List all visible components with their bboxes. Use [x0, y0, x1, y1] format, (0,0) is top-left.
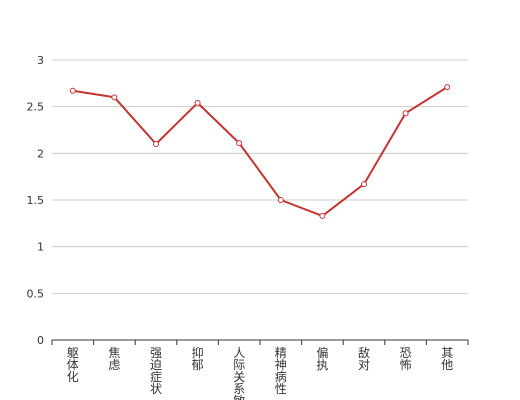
x-axis: 躯体化 焦虑 强迫症状 抑郁 人际关系敏感 精神病性 偏执 敌对 恐怖 其他 — [51, 339, 469, 400]
x-category-label: 偏执 — [316, 345, 328, 372]
y-tick-label: 1.5 — [27, 194, 45, 207]
y-tick-label: 1 — [37, 241, 44, 254]
x-category-label: 人际关系敏感 — [233, 346, 245, 400]
x-category-label: 强迫症状 — [150, 346, 162, 396]
y-tick-label: 0.5 — [27, 287, 45, 300]
y-tick-label: 3 — [37, 54, 44, 67]
data-point[interactable] — [153, 141, 159, 147]
data-point[interactable] — [277, 197, 284, 203]
y-tick-label: 2.5 — [27, 101, 45, 114]
x-category-label: 抑郁 — [192, 345, 204, 372]
data-point[interactable] — [194, 99, 201, 106]
series-line — [72, 86, 448, 217]
data-point[interactable] — [69, 87, 76, 94]
data-point[interactable] — [319, 212, 326, 219]
x-category-label: 焦虑 — [108, 346, 120, 372]
x-category-label: 恐怖 — [400, 346, 412, 372]
series-layer — [69, 84, 451, 219]
x-category-label: 敌对 — [358, 345, 370, 372]
data-point[interactable] — [444, 84, 451, 91]
x-category-label: 其他 — [441, 346, 453, 372]
y-axis: 0 0.5 1 1.5 2 2.5 3 — [27, 54, 45, 347]
data-point[interactable] — [361, 181, 367, 188]
data-point[interactable] — [402, 110, 409, 117]
x-category-label: 精神病性 — [275, 346, 287, 396]
y-tick-label: 0 — [37, 334, 44, 347]
grid-lines — [52, 59, 468, 294]
data-point[interactable] — [236, 140, 243, 147]
data-point[interactable] — [111, 94, 118, 101]
x-category-label: 躯体化 — [67, 345, 79, 384]
y-tick-label: 2 — [37, 147, 44, 160]
